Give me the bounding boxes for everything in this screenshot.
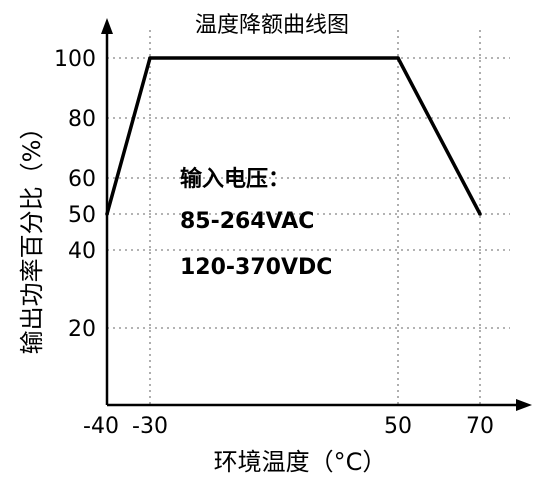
x-axis-label: 环境温度（°C） [214,448,387,476]
y-tick-label: 100 [54,47,96,72]
data-point [148,56,152,60]
axes [101,18,532,411]
annotation-line-ac: 85-264VAC [180,209,314,234]
y-axis-label: 输出功率百分比（%） [18,116,46,355]
y-axis-arrow [101,18,113,34]
x-tick-label: -40 [83,414,119,439]
data-point [478,212,482,216]
y-tick-label: 20 [68,317,96,342]
annotation-line-dc: 120-370VDC [180,255,332,280]
x-axis-arrow [516,399,532,411]
chart-title: 温度降额曲线图 [195,13,349,38]
derating-curve [105,56,482,215]
annotation-heading: 输入电压： [180,166,290,192]
x-tick-label: 50 [384,414,412,439]
y-tick-label: 40 [68,239,96,264]
tick-labels: 20 40 50 60 80 100 -40 -30 50 70 [54,47,494,439]
y-tick-label: 80 [68,107,96,132]
y-tick-label: 60 [68,167,96,192]
series-layer [105,56,482,216]
data-point [396,56,400,60]
input-voltage-annotation: 输入电压： 85-264VAC 120-370VDC [180,166,332,280]
x-tick-label: -30 [132,414,168,439]
data-point [105,212,109,216]
x-tick-label: 70 [466,414,494,439]
y-tick-label: 50 [68,203,96,228]
